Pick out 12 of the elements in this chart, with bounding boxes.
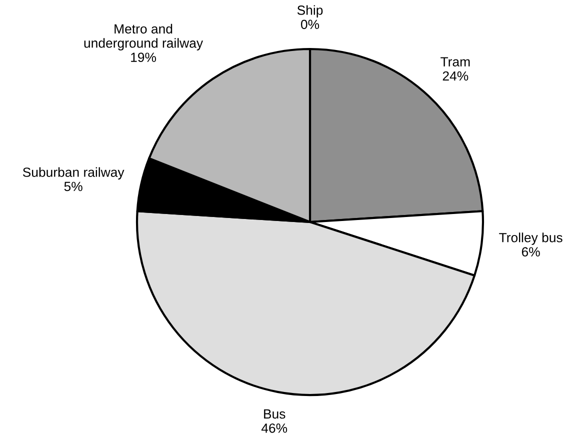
text: 0% [300, 20, 320, 30]
slice-label: Metro and underground railway [84, 24, 204, 50]
slice-label: Suburban railway [22, 167, 124, 180]
data-label: 46% [261, 423, 288, 433]
data-label: 5% [64, 182, 82, 192]
data-label: 19% [131, 52, 156, 62]
slice-label: Bus [264, 409, 286, 419]
data-label: 24% [442, 71, 468, 81]
slice-label: Trolley bus [499, 232, 562, 245]
slice-label: Tram [440, 57, 470, 66]
data-label: 6% [522, 247, 540, 256]
category-label: Ship [297, 5, 323, 18]
